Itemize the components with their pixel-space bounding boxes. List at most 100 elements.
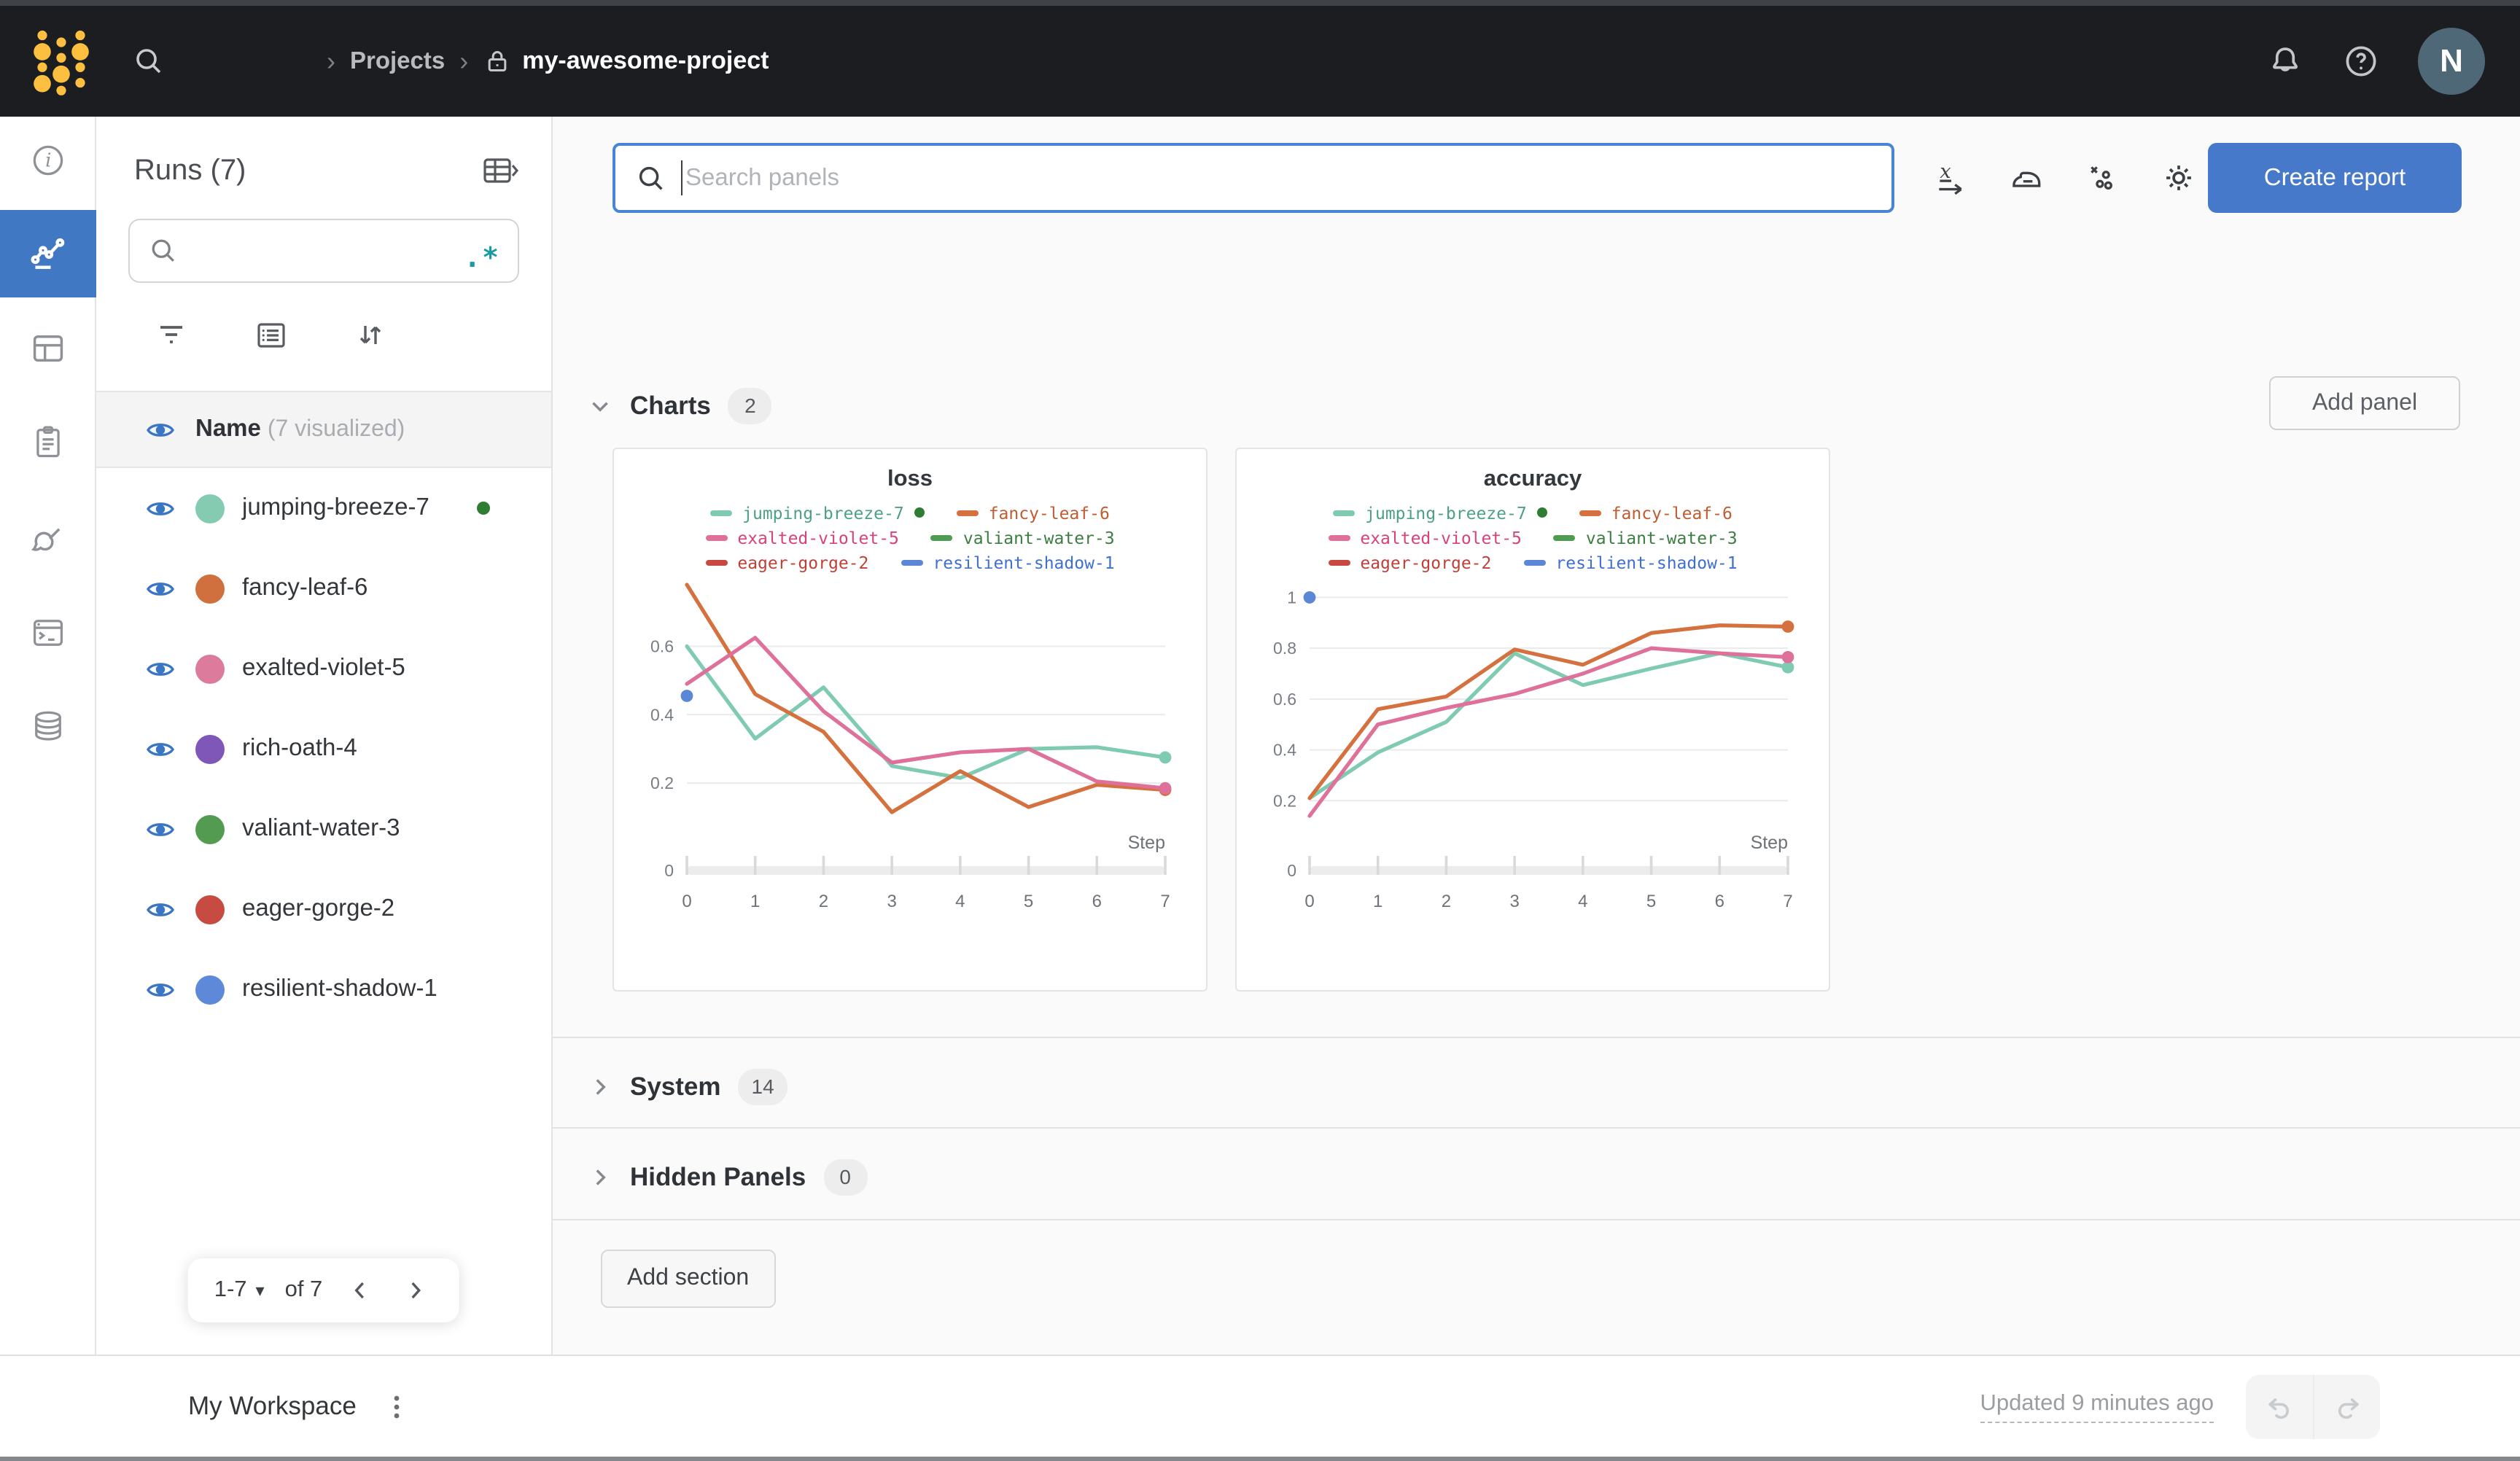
run-color-dot[interactable] xyxy=(195,975,225,1004)
charts-section-header[interactable]: Charts 2 xyxy=(588,376,772,435)
run-row[interactable]: resilient-shadow-1 xyxy=(96,949,551,1029)
loss-chart-plot: 0 0.2 0.4 0.6 0 1 2 3 4 5 6 7 Step xyxy=(637,574,1183,942)
outliers-scatter-icon[interactable] xyxy=(2084,160,2120,196)
left-icon-rail: i xyxy=(0,117,96,1355)
runs-search-box[interactable]: .* xyxy=(128,219,519,283)
chart-title: accuracy xyxy=(1483,467,1582,491)
page-size-dropdown[interactable]: 1-7 ▾ xyxy=(214,1277,265,1302)
search-panels-box[interactable] xyxy=(612,143,1894,213)
breadcrumb-projects-link[interactable]: Projects xyxy=(350,47,446,74)
project-info-icon[interactable]: i xyxy=(0,117,96,204)
previous-page-icon[interactable] xyxy=(343,1279,378,1302)
workspace-charts-tab[interactable] xyxy=(0,210,96,297)
visibility-eye-icon[interactable] xyxy=(146,979,175,1000)
visibility-eye-icon[interactable] xyxy=(146,658,175,679)
run-name[interactable]: jumping-breeze-7 xyxy=(242,494,429,521)
terminal-tab[interactable] xyxy=(0,589,96,677)
run-name[interactable]: valiant-water-3 xyxy=(242,815,400,841)
runs-table-tab[interactable] xyxy=(0,305,96,392)
svg-text:i: i xyxy=(45,150,51,172)
runs-search-input[interactable] xyxy=(191,238,464,263)
run-color-dot[interactable] xyxy=(195,814,225,844)
sweeps-brush-tab[interactable] xyxy=(0,497,96,585)
panel-settings-gear-icon[interactable] xyxy=(2160,159,2198,197)
run-color-dot[interactable] xyxy=(195,494,225,523)
user-avatar[interactable]: N xyxy=(2418,28,2485,95)
section-divider xyxy=(553,1219,2520,1220)
undo-button[interactable] xyxy=(2246,1374,2313,1438)
run-color-dot[interactable] xyxy=(195,574,225,603)
svg-text:0.4: 0.4 xyxy=(1273,741,1296,760)
runs-name-header[interactable]: Name (7 visualized) xyxy=(96,391,551,468)
hidden-panels-section-header[interactable]: Hidden Panels 0 xyxy=(588,1148,868,1206)
visibility-eye-icon[interactable] xyxy=(146,739,175,759)
create-report-button[interactable]: Create report xyxy=(2208,143,2462,213)
run-name[interactable]: eager-gorge-2 xyxy=(242,895,395,922)
search-panels-input[interactable] xyxy=(685,164,1872,192)
visibility-eye-icon[interactable] xyxy=(146,899,175,919)
legend-item: eager-gorge-2 xyxy=(705,552,868,572)
svg-text:7: 7 xyxy=(1783,892,1792,911)
runs-count-title: Runs (7) xyxy=(134,154,246,186)
svg-text:4: 4 xyxy=(955,892,965,911)
group-list-icon[interactable] xyxy=(254,318,289,353)
next-page-icon[interactable] xyxy=(398,1279,433,1302)
run-row[interactable]: exalted-violet-5 xyxy=(96,628,551,709)
help-icon[interactable] xyxy=(2342,42,2380,80)
legend-run-name: exalted-violet-5 xyxy=(1360,527,1522,548)
loss-chart-panel[interactable]: loss jumping-breeze-7 fancy-leaf-6 exalted… xyxy=(612,448,1208,991)
run-color-dot[interactable] xyxy=(195,734,225,763)
breadcrumb-project-link[interactable]: my-awesome-project xyxy=(483,47,769,76)
svg-text:4: 4 xyxy=(1578,892,1587,911)
legend-run-name: eager-gorge-2 xyxy=(1360,552,1492,572)
smoothing-iron-icon[interactable] xyxy=(2008,160,2045,196)
sort-icon[interactable] xyxy=(353,318,388,353)
run-color-dot[interactable] xyxy=(195,895,225,924)
regex-toggle-icon[interactable]: .* xyxy=(464,242,500,274)
run-row[interactable]: eager-gorge-2 xyxy=(96,869,551,949)
notifications-bell-icon[interactable] xyxy=(2266,42,2304,80)
expand-runs-table-icon[interactable] xyxy=(481,152,519,190)
wandb-logo-icon[interactable] xyxy=(29,23,93,99)
x-axis-settings-icon[interactable]: x xyxy=(1932,160,1969,196)
accuracy-chart-panel[interactable]: accuracy jumping-breeze-7 fancy-leaf-6 exa… xyxy=(1235,448,1830,991)
loss-chart-svg: 0 0.2 0.4 0.6 0 1 2 3 4 5 6 7 Step xyxy=(650,583,1172,911)
run-list: jumping-breeze-7 fancy-leaf-6 exalted-viol… xyxy=(96,468,551,1029)
legend-line-swatch xyxy=(705,534,728,540)
workspace-menu-kebab-icon[interactable] xyxy=(383,1392,412,1421)
visibility-all-eye-icon[interactable] xyxy=(146,419,175,440)
search-icon xyxy=(152,239,174,262)
artifacts-database-tab[interactable] xyxy=(0,682,96,770)
svg-text:2: 2 xyxy=(1442,892,1451,911)
svg-text:0.6: 0.6 xyxy=(1273,690,1296,709)
system-section-header[interactable]: System 14 xyxy=(588,1057,788,1115)
visibility-eye-icon[interactable] xyxy=(146,819,175,839)
run-color-dot[interactable] xyxy=(195,654,225,683)
run-row[interactable]: fancy-leaf-6 xyxy=(96,548,551,628)
global-search-icon[interactable] xyxy=(131,44,166,79)
legend-line-swatch xyxy=(1523,559,1546,565)
filter-icon[interactable] xyxy=(155,318,190,353)
logs-clipboard-tab[interactable] xyxy=(0,398,96,486)
last-updated-label: Updated 9 minutes ago xyxy=(1980,1390,2214,1422)
legend-item: exalted-violet-5 xyxy=(705,527,899,548)
run-row[interactable]: valiant-water-3 xyxy=(96,789,551,869)
visibility-eye-icon[interactable] xyxy=(146,578,175,599)
add-panel-button[interactable]: Add panel xyxy=(2269,376,2460,430)
add-section-button[interactable]: Add section xyxy=(601,1250,776,1308)
svg-text:5: 5 xyxy=(1646,892,1656,911)
run-name[interactable]: exalted-violet-5 xyxy=(242,655,405,681)
accuracy-chart-svg: 0 0.2 0.4 0.6 0.8 1 0 1 2 3 4 5 6 7 Step xyxy=(1273,588,1794,911)
svg-text:1: 1 xyxy=(1287,588,1296,607)
visualized-count-label: (7 visualized) xyxy=(267,417,405,442)
run-running-indicator xyxy=(477,502,490,515)
redo-button[interactable] xyxy=(2313,1374,2380,1438)
run-name[interactable]: fancy-leaf-6 xyxy=(242,574,368,601)
run-row[interactable]: jumping-breeze-7 xyxy=(96,468,551,548)
run-name[interactable]: rich-oath-4 xyxy=(242,735,357,761)
run-name[interactable]: resilient-shadow-1 xyxy=(242,975,438,1002)
svg-text:0: 0 xyxy=(664,861,674,880)
chevron-right-icon xyxy=(588,1074,612,1099)
visibility-eye-icon[interactable] xyxy=(146,498,175,518)
run-row[interactable]: rich-oath-4 xyxy=(96,709,551,789)
